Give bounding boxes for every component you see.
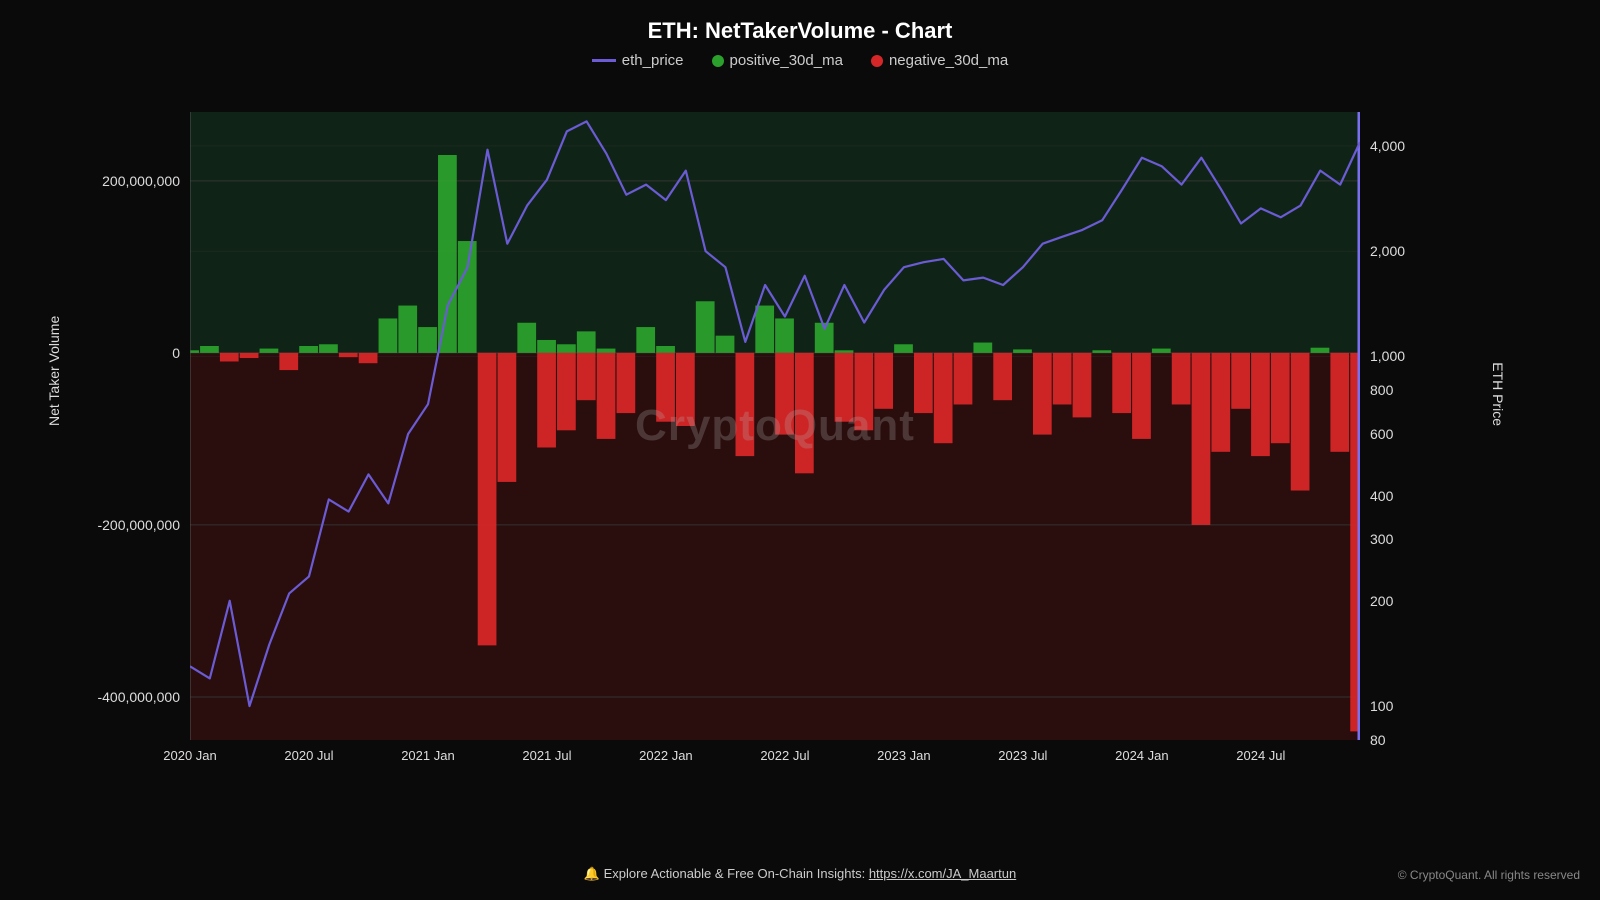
x-tick: 2024 Jul	[1236, 748, 1285, 763]
chart-container: ETH: NetTakerVolume - Chart eth_price po…	[0, 0, 1600, 900]
footer-text: Explore Actionable & Free On-Chain Insig…	[604, 866, 866, 881]
legend-label: positive_30d_ma	[730, 52, 843, 69]
y-left-tick: -400,000,000	[80, 689, 180, 705]
y-right-tick: 100	[1370, 698, 1393, 714]
y-right-tick: 4,000	[1370, 138, 1405, 154]
legend-label: eth_price	[622, 52, 684, 69]
legend-item-eth-price: eth_price	[592, 52, 684, 69]
legend-item-negative: negative_30d_ma	[871, 52, 1008, 69]
y-left-axis-title: Net Taker Volume	[46, 316, 62, 426]
x-tick: 2020 Jul	[284, 748, 333, 763]
y-left-tick: 0	[80, 345, 180, 361]
y-right-tick: 400	[1370, 488, 1393, 504]
legend-dot-icon	[712, 55, 724, 67]
chart-svg	[190, 112, 1360, 740]
x-tick: 2022 Jul	[760, 748, 809, 763]
legend-line-icon	[592, 59, 616, 62]
copyright: © CryptoQuant. All rights reserved	[1398, 868, 1580, 882]
y-left-tick: 200,000,000	[80, 173, 180, 189]
y-right-axis-title: ETH Price	[1490, 362, 1506, 426]
bell-icon: 🔔	[584, 866, 600, 881]
y-left-tick: -200,000,000	[80, 517, 180, 533]
x-tick: 2023 Jan	[877, 748, 931, 763]
y-right-tick: 80	[1370, 732, 1386, 748]
y-right-tick: 200	[1370, 593, 1393, 609]
y-right-tick: 800	[1370, 382, 1393, 398]
footer-link[interactable]: https://x.com/JA_Maartun	[869, 866, 1016, 881]
footer: 🔔 Explore Actionable & Free On-Chain Ins…	[0, 866, 1600, 882]
y-right-tick: 2,000	[1370, 243, 1405, 259]
y-right-tick: 300	[1370, 531, 1393, 547]
x-tick-labels: 2020 Jan2020 Jul2021 Jan2021 Jul2022 Jan…	[190, 748, 1360, 772]
plot-area: CryptoQuant	[190, 112, 1360, 740]
chart-legend: eth_price positive_30d_ma negative_30d_m…	[0, 44, 1600, 69]
x-tick: 2023 Jul	[998, 748, 1047, 763]
x-tick: 2020 Jan	[163, 748, 217, 763]
y-right-tick: 1,000	[1370, 348, 1405, 364]
y-right-tick: 600	[1370, 426, 1393, 442]
y-right-tick-labels: 4,0002,0001,00080060040030020010080	[1370, 112, 1430, 740]
legend-item-positive: positive_30d_ma	[712, 52, 843, 69]
x-tick: 2021 Jan	[401, 748, 455, 763]
chart-title: ETH: NetTakerVolume - Chart	[0, 0, 1600, 44]
legend-label: negative_30d_ma	[889, 52, 1008, 69]
legend-dot-icon	[871, 55, 883, 67]
x-tick: 2022 Jan	[639, 748, 693, 763]
y-left-tick-labels: 200,000,000 0 -200,000,000 -400,000,000	[80, 112, 180, 740]
x-tick: 2021 Jul	[522, 748, 571, 763]
x-tick: 2024 Jan	[1115, 748, 1169, 763]
